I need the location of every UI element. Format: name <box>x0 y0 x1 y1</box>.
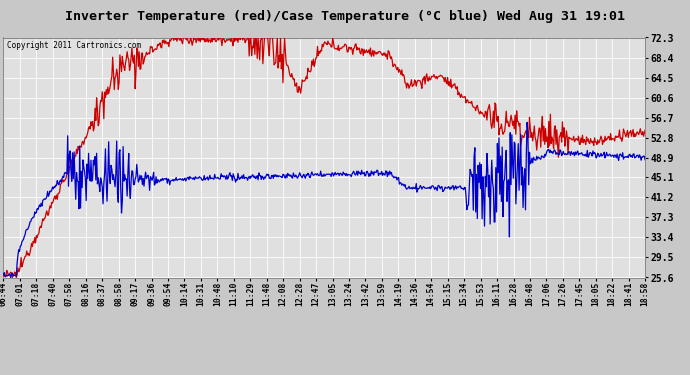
Text: Inverter Temperature (red)/Case Temperature (°C blue) Wed Aug 31 19:01: Inverter Temperature (red)/Case Temperat… <box>65 10 625 23</box>
Text: Copyright 2011 Cartronics.com: Copyright 2011 Cartronics.com <box>7 41 141 50</box>
